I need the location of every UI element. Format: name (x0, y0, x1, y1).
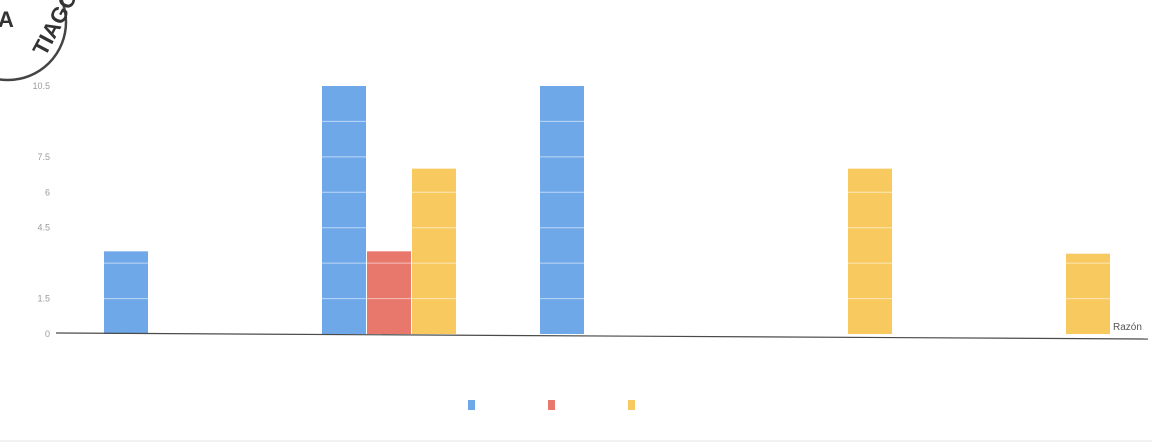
y-tick-label: 4.5 (37, 223, 50, 233)
y-tick-label: 1.5 (37, 294, 50, 304)
bar-group (104, 86, 1110, 334)
bar[interactable] (104, 251, 148, 334)
bar[interactable] (540, 86, 584, 334)
stamp-ring (0, 0, 68, 82)
legend (468, 400, 635, 410)
y-axis-ticks: 0 1.5 4.5 6 7.5 10.5 (32, 81, 50, 339)
legend-swatch[interactable] (468, 400, 475, 410)
bar[interactable] (412, 168, 456, 334)
y-tick-label: 10.5 (32, 81, 50, 91)
x-axis-title: Razón (1113, 322, 1142, 333)
y-tick-label: 7.5 (37, 152, 50, 162)
x-axis-line (55, 332, 1149, 340)
bar[interactable] (367, 251, 411, 334)
bar[interactable] (848, 168, 892, 334)
stamp-letter: A (0, 7, 14, 32)
legend-swatch[interactable] (628, 400, 635, 410)
y-tick-label: 6 (45, 187, 50, 197)
bar[interactable] (1066, 253, 1110, 334)
y-tick-label: 0 (45, 329, 50, 339)
legend-swatch[interactable] (548, 400, 555, 410)
bar[interactable] (322, 86, 366, 334)
